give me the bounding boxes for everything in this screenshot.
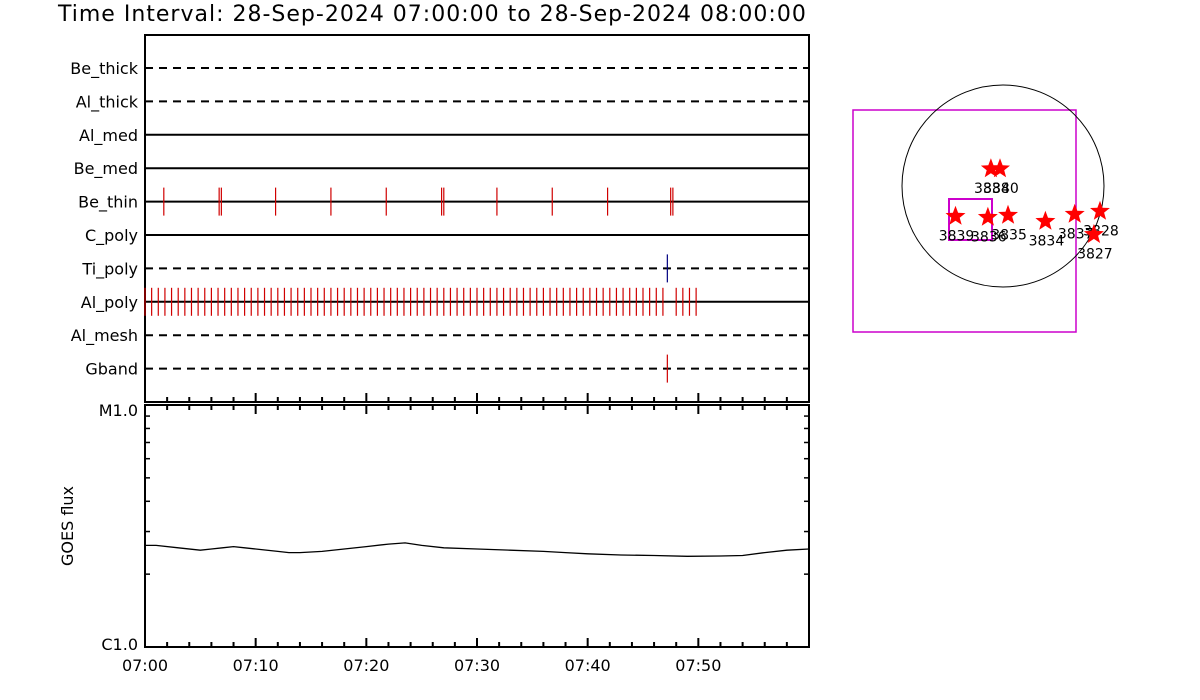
goes-flux-plot: 07:00 07:10 07:20 07:30 07:40 07:50 M1.0 C1.0 GO… (58, 393, 810, 675)
active-region-label: 3839 (939, 228, 975, 244)
active-region-star (998, 204, 1018, 224)
event-timeline: Be_thick Al_thick Al_med Be_med Be_thin C_pol… (70, 34, 810, 403)
active-region-label: 3827 (1077, 246, 1113, 262)
active-region-label: 3835 (991, 227, 1027, 243)
active-region-star (1083, 224, 1104, 243)
solar-limb (901, 84, 1105, 288)
channel-label-Al_thick: Al_thick (76, 92, 139, 112)
active-region-star (990, 158, 1010, 178)
timeline-frame (144, 34, 810, 403)
sun-map: 383838403839383638353834383738283827 (852, 84, 1119, 333)
goes-flux-line (145, 542, 810, 557)
channel-label-Be_med: Be_med (74, 159, 138, 179)
active-region-star (1064, 203, 1085, 223)
channel-label-Gband: Gband (85, 360, 138, 379)
x-tick-label: 07:30 (454, 656, 500, 675)
active-region-star (945, 205, 966, 225)
channel-label-Al_poly: Al_poly (81, 293, 138, 313)
y-tick-label-bottom: C1.0 (101, 635, 138, 654)
active-region-star (1035, 210, 1056, 230)
channel-label-Al_mesh: Al_mesh (71, 326, 138, 346)
x-tick-label: 07:40 (565, 656, 611, 675)
active-region-label: 3836 (971, 229, 1007, 245)
field-of-view-box (852, 109, 1077, 333)
channel-label-Al_med: Al_med (79, 126, 138, 146)
x-tick-label: 07:10 (233, 656, 279, 675)
channel-label-Ti_poly: Ti_poly (81, 259, 138, 279)
active-region-label: 3840 (983, 181, 1019, 197)
y-axis-label: GOES flux (58, 486, 77, 566)
channel-label-C_poly: C_poly (85, 226, 138, 246)
x-tick-label: 07:50 (675, 656, 721, 675)
active-region-label: 3837 (1058, 226, 1094, 242)
active-region-star (980, 158, 1001, 178)
y-tick-label-top: M1.0 (99, 401, 138, 420)
x-tick-label: 07:20 (343, 656, 389, 675)
x-tick-label: 07:00 (122, 656, 168, 675)
channel-label-Be_thin: Be_thin (78, 193, 138, 213)
active-region-label: 3834 (1029, 233, 1065, 249)
page-title: Time Interval: 28-Sep-2024 07:00:00 to 2… (58, 2, 807, 27)
active-region-label: 3838 (974, 181, 1010, 197)
channel-label-Be_thick: Be_thick (70, 59, 138, 79)
goes-frame (144, 404, 810, 648)
active-region-star (977, 206, 998, 226)
active-region-star (1090, 200, 1110, 220)
